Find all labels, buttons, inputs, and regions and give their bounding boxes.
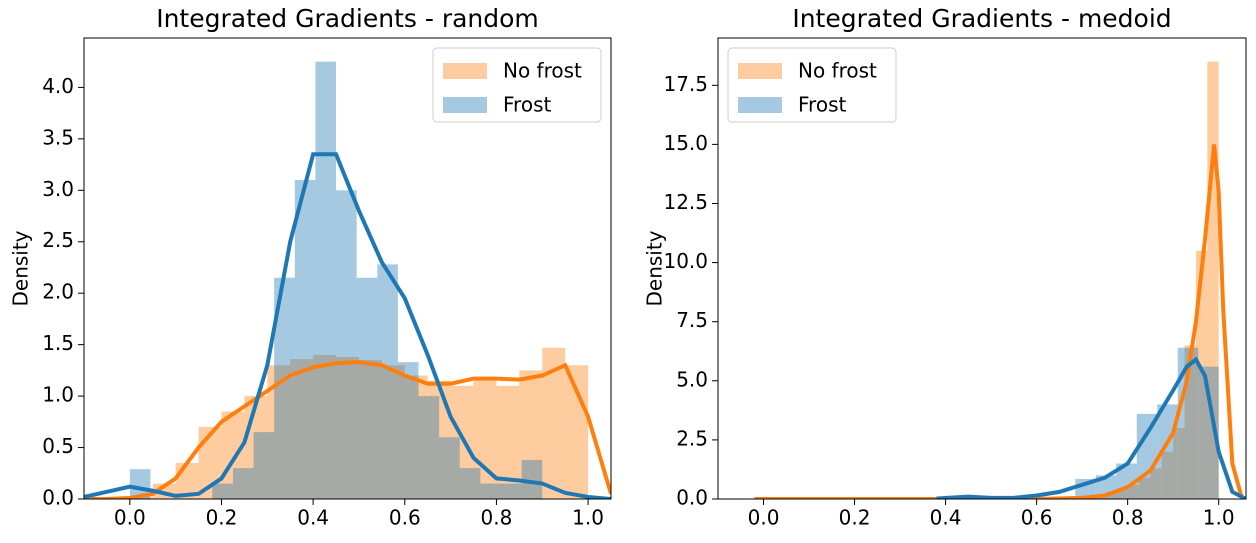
- histogram-bar: [1195, 250, 1208, 499]
- histogram-bar: [1161, 451, 1174, 499]
- histogram-bar: [418, 396, 440, 499]
- x-tick-label: 1.0: [1203, 506, 1235, 530]
- chart-title: Integrated Gradients - medoid: [792, 4, 1171, 33]
- y-tick-label: 2.0: [42, 280, 74, 304]
- x-tick-label: 0.0: [114, 506, 146, 530]
- x-tick-label: 0.8: [1112, 506, 1144, 530]
- kde-line: [84, 152, 611, 499]
- axes-frame: [717, 37, 1247, 500]
- histogram-bar: [1139, 477, 1151, 499]
- legend-label: Frost: [503, 93, 551, 117]
- legend-swatch: [738, 97, 782, 113]
- histogram-bar: [1177, 347, 1199, 499]
- kde-line: [84, 360, 611, 499]
- histogram-bar: [267, 365, 291, 499]
- y-tick-label: 5.0: [676, 367, 708, 391]
- x-tick-label: 0.2: [206, 506, 238, 530]
- y-tick-label: 7.5: [676, 308, 708, 332]
- histogram-bar: [253, 432, 275, 499]
- histogram-bar: [336, 190, 357, 499]
- histogram-bar: [377, 264, 398, 499]
- x-tick-label: 0.6: [1021, 506, 1053, 530]
- y-tick-label: 1.0: [42, 383, 74, 407]
- histogram-bar: [1136, 413, 1158, 499]
- histogram-bar: [1150, 468, 1162, 499]
- histogram-bar: [496, 385, 520, 499]
- histogram-bar: [439, 437, 460, 499]
- histogram-bar: [450, 385, 474, 499]
- axes-frame: [83, 37, 612, 500]
- y-tick-label: 3.5: [42, 125, 74, 149]
- y-tick-label: 3.0: [42, 177, 74, 201]
- x-tick-label: 0.0: [748, 506, 780, 530]
- legend-label: No frost: [503, 59, 582, 83]
- legend-swatch: [443, 63, 487, 79]
- y-tick-label: 10.0: [663, 249, 708, 273]
- histogram-bar: [336, 356, 359, 499]
- legend-box: [432, 47, 602, 123]
- histogram-bar: [221, 411, 245, 499]
- histogram-bar: [521, 459, 543, 499]
- y-tick-label: 0.0: [676, 486, 708, 510]
- histogram-bar: [129, 496, 153, 499]
- y-tick-label: 0.0: [42, 486, 74, 510]
- histogram-bar: [565, 365, 589, 499]
- y-tick-label: 17.5: [663, 72, 708, 96]
- histogram-bar: [313, 354, 337, 499]
- histogram-bar: [290, 359, 314, 499]
- y-tick-label: 2.5: [676, 426, 708, 450]
- histogram-bar: [1116, 489, 1128, 499]
- x-tick-label: 0.6: [389, 506, 421, 530]
- y-axis-label: Density: [643, 230, 667, 306]
- x-tick-label: 0.4: [297, 506, 329, 530]
- x-tick-label: 0.4: [930, 506, 962, 530]
- x-tick-label: 1.0: [572, 506, 604, 530]
- kde-line: [754, 144, 1244, 499]
- histogram-bar: [232, 468, 254, 499]
- chart-title: Integrated Gradients - random: [156, 4, 539, 33]
- y-tick-label: 1.5: [42, 331, 74, 355]
- histogram-bar: [480, 483, 502, 499]
- histogram-bar: [315, 61, 337, 499]
- histogram-bar: [358, 360, 382, 499]
- histogram-bar: [381, 365, 405, 499]
- y-tick-label: 12.5: [663, 190, 708, 214]
- histogram-bar: [473, 380, 497, 499]
- histogram-bar: [1173, 428, 1185, 499]
- histogram-bar: [294, 180, 316, 500]
- histogram-bar: [1207, 61, 1219, 500]
- kde-line: [936, 356, 1246, 499]
- histogram-bar: [212, 483, 233, 499]
- histogram-bar: [274, 277, 295, 499]
- histogram-bar: [397, 362, 419, 499]
- histogram-bar: [404, 375, 428, 499]
- histogram-bar: [1198, 366, 1219, 499]
- y-tick-label: 4.0: [42, 74, 74, 98]
- y-tick-label: 2.5: [42, 228, 74, 252]
- legend-label: No frost: [798, 59, 877, 83]
- legend-box: [727, 47, 897, 123]
- y-tick-label: 0.5: [42, 434, 74, 458]
- histogram-bar: [501, 483, 522, 499]
- histogram-bar: [519, 370, 543, 499]
- x-tick-label: 0.8: [481, 506, 513, 530]
- histogram-bar: [1127, 484, 1140, 499]
- y-axis-label: Density: [9, 230, 33, 306]
- histogram-bar: [1184, 345, 1196, 499]
- x-tick-label: 0.2: [839, 506, 871, 530]
- y-tick-label: 15.0: [663, 131, 708, 155]
- histogram-bar: [129, 469, 151, 499]
- histogram-bar: [427, 380, 451, 499]
- legend-swatch: [738, 63, 782, 79]
- legend-label: Frost: [798, 93, 846, 117]
- histogram-bar: [459, 468, 481, 499]
- histogram-bar: [542, 347, 566, 499]
- histogram-bar: [356, 277, 378, 499]
- legend-swatch: [443, 97, 487, 113]
